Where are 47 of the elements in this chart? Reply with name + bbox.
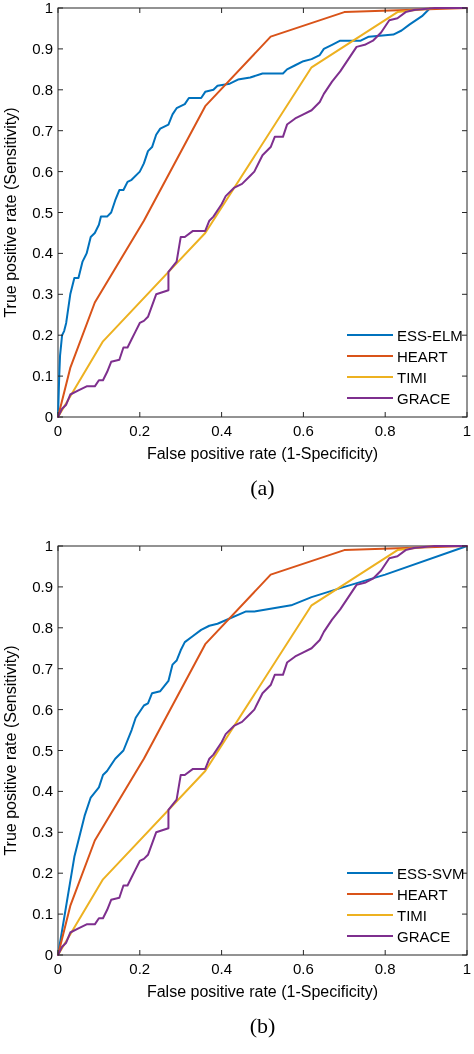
x-tick-label: 0.2 [129, 422, 151, 439]
y-tick-label: 0.2 [32, 326, 53, 344]
x-tick-label: 0.4 [211, 422, 233, 439]
y-tick-label: 0.6 [32, 162, 53, 180]
text: (a) [250, 475, 275, 500]
x-tick-label: 1 [462, 422, 472, 439]
y-axis-title: True positive rate (Sensitivity) [2, 645, 19, 856]
x-tick-label: 0.6 [292, 960, 314, 977]
y-tick-label: 0.8 [32, 80, 53, 98]
y-tick-label: 0 [44, 408, 53, 425]
y-tick-label: 0.8 [32, 618, 53, 636]
legend-label: HEART [397, 886, 448, 903]
y-tick-label: 0.4 [32, 782, 53, 800]
y-tick-label: 0.4 [32, 244, 53, 262]
legend-label: TIMI [397, 369, 427, 386]
y-tick-label: 0.6 [32, 700, 53, 718]
y-tick-label: 0.1 [32, 905, 53, 923]
y-tick-label: 0.5 [32, 203, 53, 221]
y-tick-label: 0 [44, 946, 53, 963]
y-tick-label: 0.2 [32, 864, 53, 882]
legend-label: ESS-ELM [397, 327, 463, 344]
legend-label: HEART [397, 348, 448, 365]
line-series [57, 545, 468, 956]
legend-label: TIMI [397, 907, 427, 924]
y-tick-label: 1 [44, 0, 53, 16]
y-tick-label: 0.3 [32, 285, 53, 303]
x-tick-label: 0.8 [374, 960, 396, 977]
y-tick-label: 0.9 [32, 39, 53, 57]
x-tick-label: 1 [462, 960, 472, 977]
x-tick-label: 0.4 [211, 960, 233, 977]
y-tick-label: 0.7 [32, 659, 53, 677]
y-tick-label: 0.7 [32, 121, 53, 139]
x-tick-label: 0.2 [129, 960, 151, 977]
text: (b) [249, 1013, 276, 1038]
y-tick-label: 0.3 [32, 823, 53, 841]
legend-label: GRACE [397, 390, 451, 407]
y-axis-title: True positive rate (Sensitivity) [2, 107, 19, 318]
y-tick-label: 0.1 [32, 367, 53, 385]
legend-label: GRACE [397, 928, 451, 945]
x-axis-title: False positive rate (1-Specificity) [146, 983, 379, 1000]
x-axis-title: False positive rate (1-Specificity) [146, 445, 379, 462]
y-tick-label: 1 [44, 537, 53, 554]
x-tick-label: 0.6 [292, 422, 314, 439]
y-tick-label: 0.5 [32, 741, 53, 759]
x-tick-label: 0.8 [374, 422, 396, 439]
legend-label: ESS-SVM [397, 865, 465, 882]
y-tick-label: 0.9 [32, 577, 53, 595]
